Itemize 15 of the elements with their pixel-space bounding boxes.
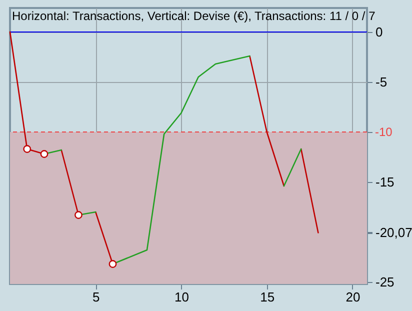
point bbox=[74, 211, 82, 219]
x-tick-label: 20 bbox=[346, 290, 360, 304]
y-tick-label: -20,07 bbox=[376, 225, 412, 240]
point bbox=[23, 145, 32, 153]
x-tick-label: 10 bbox=[174, 290, 189, 304]
x-tick-label: 5 bbox=[92, 290, 100, 304]
point bbox=[108, 260, 117, 268]
y-tick-label: -5 bbox=[376, 74, 388, 90]
ref-line-label: -10 bbox=[375, 125, 393, 139]
y-tick-label: -25 bbox=[376, 274, 394, 290]
chart-title: Horizontal: Transactions, Vertical: Devise (€), Transactions: 11 / 0 / 7 bbox=[12, 9, 376, 23]
y-tick-label: -15 bbox=[376, 174, 394, 190]
y-tick-label: 0 bbox=[376, 24, 383, 40]
point bbox=[40, 150, 48, 158]
x-tick-label: 15 bbox=[260, 290, 275, 304]
